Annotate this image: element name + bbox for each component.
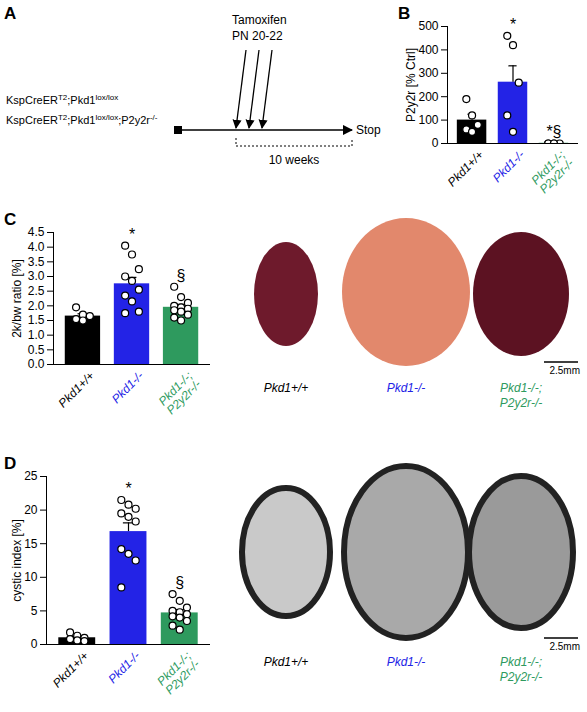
svg-text:2k/bw ratio [%]: 2k/bw ratio [%]: [10, 259, 24, 338]
svg-text:Stop: Stop: [356, 123, 381, 137]
svg-text:P2y2r-/-: P2y2r-/-: [500, 396, 542, 410]
svg-text:4.0: 4.0: [28, 240, 45, 254]
html-text:B: B: [398, 4, 411, 23]
svg-text:5: 5: [31, 604, 38, 618]
html-text:C: C: [4, 210, 17, 229]
svg-text:2.5mm: 2.5mm: [549, 641, 580, 652]
svg-text:§: §: [175, 574, 184, 591]
svg-text:Pkd1-/-;: Pkd1-/-;: [500, 381, 542, 395]
svg-text:2.0: 2.0: [28, 299, 45, 313]
svg-text:0.0: 0.0: [28, 357, 45, 371]
svg-text:10: 10: [24, 570, 38, 584]
html-text:A: A: [4, 4, 17, 23]
svg-text:P2y2r-/-: P2y2r-/-: [500, 670, 542, 684]
svg-text:P2y2r [% Ctrl]: P2y2r [% Ctrl]: [404, 48, 418, 122]
svg-text:Pkd1+/+: Pkd1+/+: [445, 148, 487, 190]
svg-text:Pkd1+/+: Pkd1+/+: [56, 369, 98, 411]
svg-text:Pkd1-/-;: Pkd1-/-;: [500, 655, 542, 669]
svg-text:cystic index [%]: cystic index [%]: [10, 519, 24, 602]
svg-text:Pkd1-/-;P2y2r-/-: Pkd1-/-;P2y2r-/-: [528, 148, 576, 196]
svg-text:Pkd1-/-: Pkd1-/-: [387, 655, 426, 669]
svg-text:1.0: 1.0: [28, 328, 45, 342]
svg-text:25: 25: [24, 469, 38, 483]
svg-text:Pkd1-/-: Pkd1-/-: [109, 369, 146, 406]
svg-text:Pkd1+/+: Pkd1+/+: [264, 655, 309, 669]
svg-text:500: 500: [418, 19, 438, 33]
svg-text:2.5: 2.5: [28, 284, 45, 298]
svg-text:§: §: [177, 267, 186, 284]
svg-text:Pkd1+/+: Pkd1+/+: [264, 381, 309, 395]
svg-text:3.0: 3.0: [28, 269, 45, 283]
svg-text:Pkd1-/-: Pkd1-/-: [490, 148, 527, 185]
svg-text:Pkd1-/-;P2y2r-/-: Pkd1-/-;P2y2r-/-: [155, 369, 203, 417]
svg-text:200: 200: [418, 90, 438, 104]
svg-text:20: 20: [24, 503, 38, 517]
svg-text:0: 0: [31, 637, 38, 651]
svg-text:*§: *§: [546, 123, 561, 140]
svg-text:2.5mm: 2.5mm: [549, 365, 580, 376]
svg-text:400: 400: [418, 43, 438, 57]
svg-text:3.5: 3.5: [28, 255, 45, 269]
svg-text:Pkd1-/-;P2y2r-/-: Pkd1-/-;P2y2r-/-: [154, 649, 202, 697]
svg-text:*: *: [129, 226, 135, 243]
svg-text:KspCreERT2;Pkd1lox/lox;P2y2r-/: KspCreERT2;Pkd1lox/lox;P2y2r-/-: [6, 113, 158, 127]
html-text:D: D: [4, 454, 17, 473]
svg-text:*: *: [125, 480, 131, 497]
svg-text:15: 15: [24, 537, 38, 551]
svg-text:100: 100: [418, 113, 438, 127]
svg-text:PN 20-22: PN 20-22: [232, 29, 283, 43]
svg-text:Tamoxifen: Tamoxifen: [232, 13, 287, 27]
svg-text:Pkd1-/-: Pkd1-/-: [387, 381, 426, 395]
svg-text:4.5: 4.5: [28, 225, 45, 239]
svg-text:0: 0: [432, 136, 439, 150]
svg-text:*: *: [510, 16, 516, 33]
svg-text:300: 300: [418, 66, 438, 80]
svg-text:1.5: 1.5: [28, 313, 45, 327]
svg-text:10 weeks: 10 weeks: [269, 153, 320, 167]
svg-text:Pkd1-/-: Pkd1-/-: [105, 649, 142, 686]
svg-text:0.5: 0.5: [28, 343, 45, 357]
svg-text:KspCreERT2;Pkd1lox/lox: KspCreERT2;Pkd1lox/lox: [6, 93, 118, 107]
svg-text:Pkd1+/+: Pkd1+/+: [50, 649, 92, 691]
